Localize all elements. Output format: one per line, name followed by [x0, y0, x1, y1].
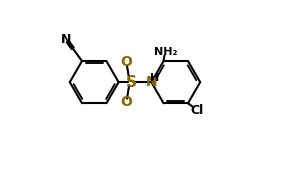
- Text: H: H: [150, 73, 160, 83]
- Text: Cl: Cl: [191, 104, 204, 117]
- Text: N: N: [146, 75, 157, 89]
- Text: O: O: [120, 55, 132, 69]
- Text: NH₂: NH₂: [154, 47, 177, 57]
- Text: S: S: [126, 75, 137, 90]
- Text: O: O: [120, 95, 132, 109]
- Text: N: N: [61, 33, 71, 46]
